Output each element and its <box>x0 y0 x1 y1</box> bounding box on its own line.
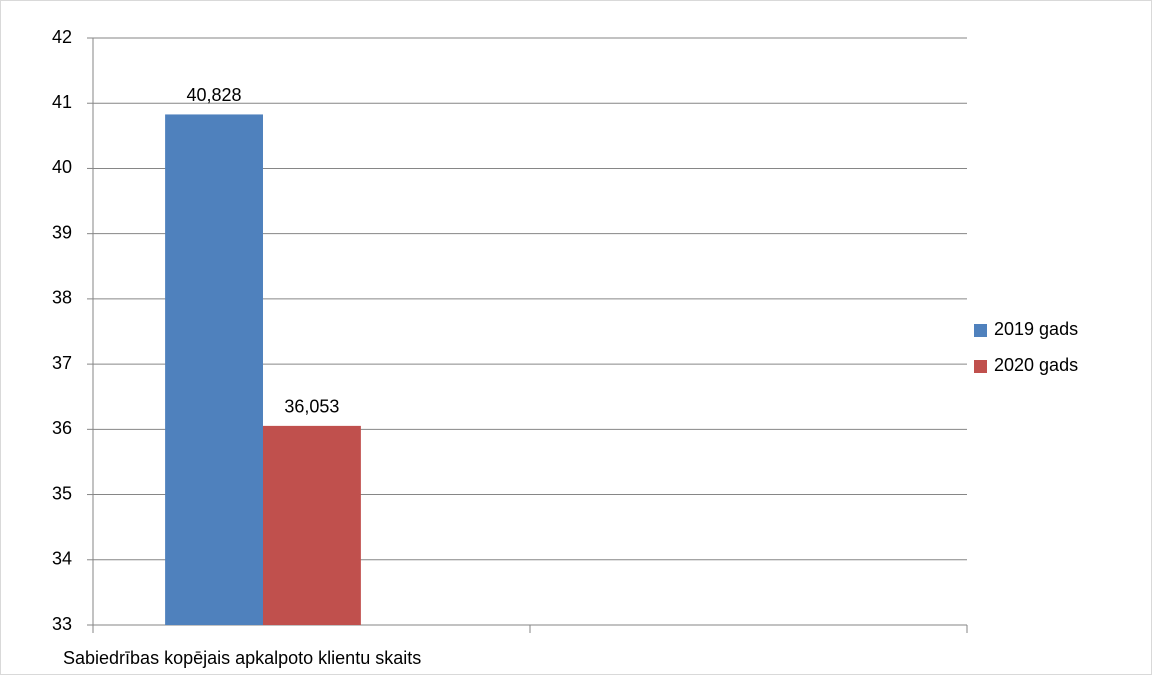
y-tick-label: 37 <box>52 353 72 373</box>
legend-swatch <box>974 360 987 373</box>
y-tick-label: 41 <box>52 92 72 112</box>
y-tick-label: 35 <box>52 483 72 503</box>
y-tick-label: 33 <box>52 614 72 634</box>
legend-label: 2020 gads <box>994 355 1078 375</box>
y-tick-label: 39 <box>52 222 72 242</box>
y-tick-label: 36 <box>52 418 72 438</box>
legend-swatch <box>974 324 987 337</box>
y-tick-label: 34 <box>52 549 72 569</box>
x-tick-label: Sabiedrības kopējais apkalpoto klientu s… <box>63 648 421 668</box>
data-label: 36,053 <box>284 397 339 417</box>
bar <box>165 114 263 626</box>
data-label: 40,828 <box>187 85 242 105</box>
legend-label: 2019 gads <box>994 319 1078 339</box>
bar <box>262 425 361 625</box>
y-tick-label: 42 <box>52 27 72 47</box>
y-tick-label: 38 <box>52 288 72 308</box>
y-tick-label: 40 <box>52 157 72 177</box>
